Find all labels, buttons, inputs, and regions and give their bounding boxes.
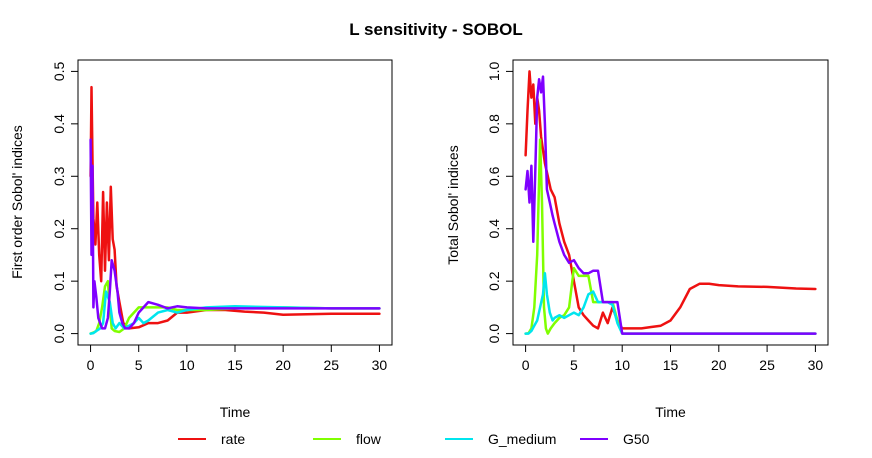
- x-axis-label: Time: [655, 404, 686, 420]
- y-tick-label: 0.8: [486, 114, 502, 134]
- series-line-g50: [524, 75, 817, 335]
- x-tick-label: 20: [275, 357, 291, 373]
- legend-label: flow: [356, 431, 382, 447]
- legend-label: G_medium: [488, 431, 556, 447]
- y-tick-label: 1.0: [486, 61, 502, 81]
- first-order-panel: 0 5 10 15 20 25 30 0.0 0.1 0.2 0.3 0.4 0.5 Time First …: [9, 59, 393, 420]
- total-order-panel: 0 5 10 15 20 25 30 0.0 0.2 0.4 0.6 0.8 1.0 Time Total …: [445, 59, 829, 420]
- y-tick-label: 0.2: [486, 271, 502, 291]
- series-line-flow: [524, 138, 817, 335]
- x-tick-label: 15: [227, 357, 243, 373]
- x-tick-label: 0: [522, 357, 530, 373]
- x-tick-label: 10: [179, 357, 195, 373]
- series-line-rate: [524, 70, 817, 330]
- series-line-flow: [89, 279, 381, 335]
- x-axis-label: Time: [220, 404, 251, 420]
- legend-label: G50: [623, 431, 650, 447]
- x-tick-label: 25: [759, 357, 775, 373]
- legend: rate flow G_medium G50: [178, 431, 650, 447]
- y-tick-label: 0.6: [486, 166, 502, 186]
- y-tick-label: 0.5: [51, 61, 67, 81]
- y-tick-label: 0.1: [51, 271, 67, 291]
- y-axis-label: First order Sobol' indices: [9, 125, 25, 279]
- legend-label: rate: [221, 431, 245, 447]
- x-tick-label: 30: [372, 357, 388, 373]
- y-tick-label: 0.4: [51, 114, 67, 134]
- plot-frame: [77, 59, 393, 346]
- plot-frame: [512, 59, 829, 346]
- x-tick-label: 10: [614, 357, 630, 373]
- x-tick-label: 5: [570, 357, 578, 373]
- x-tick-label: 15: [663, 357, 679, 373]
- x-tick-label: 20: [711, 357, 727, 373]
- x-tick-label: 25: [324, 357, 340, 373]
- x-tick-label: 30: [808, 357, 824, 373]
- y-tick-label: 0.2: [51, 219, 67, 239]
- y-tick-label: 0.3: [51, 166, 67, 186]
- y-axis-label: Total Sobol' indices: [445, 145, 461, 264]
- y-tick-label: 0.0: [51, 324, 67, 344]
- series-line-rate: [89, 85, 381, 330]
- y-tick-label: 0.0: [486, 324, 502, 344]
- figure-title: L sensitivity - SOBOL: [349, 20, 523, 39]
- series-line-g50: [89, 138, 381, 330]
- y-tick-label: 0.4: [486, 219, 502, 239]
- x-tick-label: 5: [135, 357, 143, 373]
- x-tick-label: 0: [87, 357, 95, 373]
